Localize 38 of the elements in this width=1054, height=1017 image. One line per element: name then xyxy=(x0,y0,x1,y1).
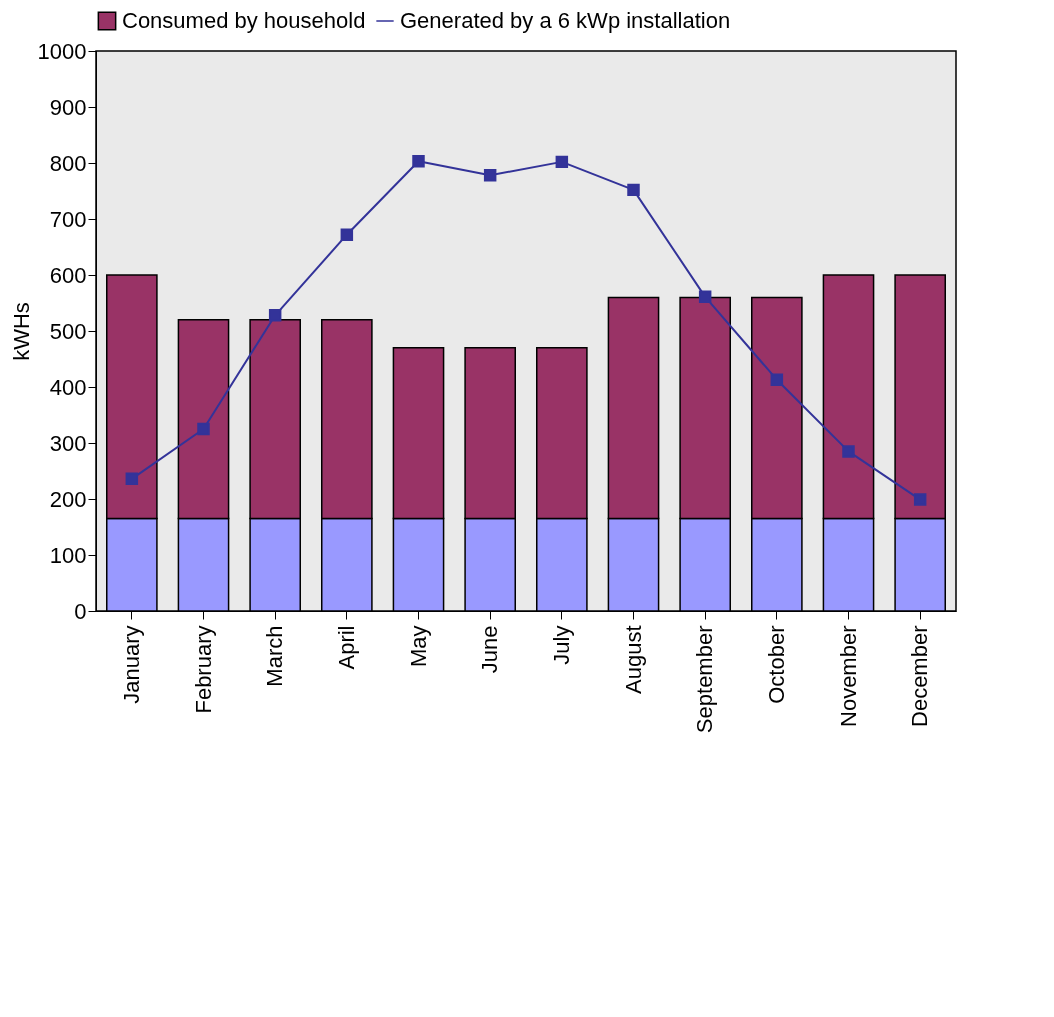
point xyxy=(555,155,569,169)
y-tick-label: 700 xyxy=(49,206,87,232)
point xyxy=(268,309,282,322)
y-tick-label: 200 xyxy=(49,486,87,512)
point xyxy=(125,472,139,486)
x-tick-label: August xyxy=(620,625,646,694)
y-tick-label: 100 xyxy=(49,542,87,568)
y-tick-label: 1000 xyxy=(37,38,87,64)
x-tick-label: June xyxy=(477,625,503,674)
point xyxy=(412,155,425,168)
y-tick-label: 0 xyxy=(74,598,87,624)
x-tick-label: July xyxy=(548,625,574,665)
point xyxy=(340,228,354,241)
x-tick-label: January xyxy=(118,625,144,704)
x-tick-label: May xyxy=(405,625,431,668)
point xyxy=(627,183,640,197)
y-axis-title: kWHs xyxy=(8,302,34,361)
y-tick-label: 500 xyxy=(49,318,87,344)
x-tick-label: February xyxy=(190,625,216,714)
point xyxy=(197,422,210,436)
x-tick-label: March xyxy=(262,625,288,687)
x-tick-label: April xyxy=(333,625,359,670)
x-tick-label: September xyxy=(692,625,718,734)
point xyxy=(913,493,927,506)
point xyxy=(698,290,712,304)
point xyxy=(483,169,497,182)
legend-label: Generated by a 6 kWp installation xyxy=(400,8,731,33)
point xyxy=(842,445,855,458)
x-tick-label: October xyxy=(763,625,789,704)
y-tick-label: 600 xyxy=(49,262,87,288)
y-tick-label: 900 xyxy=(49,94,87,120)
legend-label: Consumed by household xyxy=(122,8,366,33)
y-tick-label: 400 xyxy=(49,374,87,400)
point xyxy=(770,373,784,386)
y-tick-label: 800 xyxy=(49,150,87,176)
x-tick-label: December xyxy=(907,625,933,727)
y-tick-label: 300 xyxy=(49,430,87,456)
x-tick-label: November xyxy=(835,625,861,727)
